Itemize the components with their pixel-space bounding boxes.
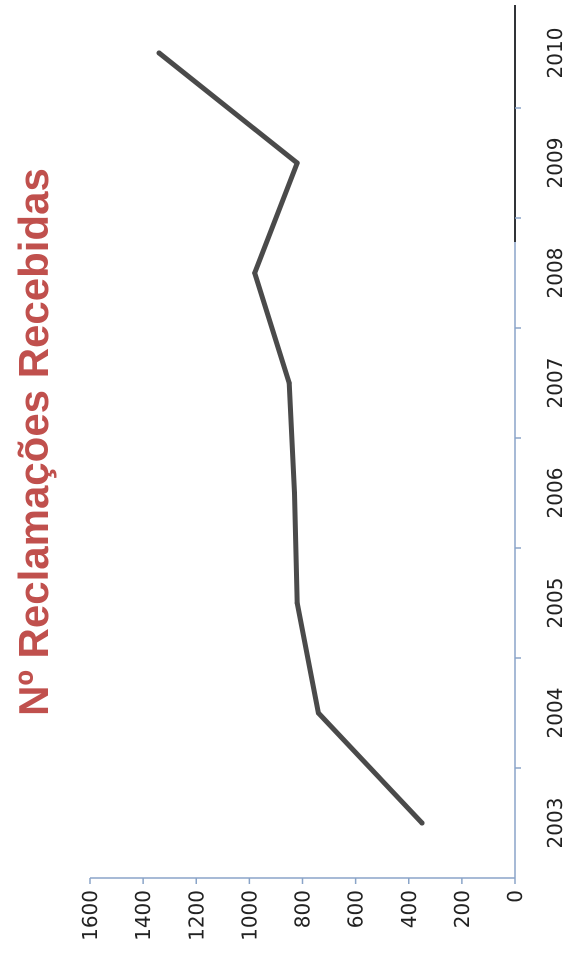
x-tick-label: 2009 [543, 138, 567, 189]
y-tick-label: 1600 [78, 890, 102, 941]
x-tick-label: 2006 [543, 468, 567, 519]
data-point [156, 50, 162, 56]
data-point [419, 820, 425, 826]
series-line [156, 50, 425, 826]
data-point [286, 380, 292, 386]
data-point [294, 600, 300, 606]
y-tick-label: 1200 [184, 890, 208, 941]
y-tick-label: 0 [503, 890, 527, 903]
y-tick-label: 800 [291, 890, 315, 928]
axis-ticks: 0 200 400 600 800 1000 1200 1400 1600 2003 2004 200… [78, 28, 567, 941]
x-tick-label: 2003 [543, 798, 567, 849]
data-point [252, 270, 258, 276]
chart-title: Nº Reclamações Recebidas [10, 168, 57, 716]
y-tick-label: 1400 [131, 890, 155, 941]
x-tick-label: 2010 [543, 28, 567, 79]
y-tick-label: 200 [450, 890, 474, 928]
x-tick-label: 2008 [543, 248, 567, 299]
x-tick-label: 2005 [543, 578, 567, 629]
x-tick-label: 2007 [543, 358, 567, 409]
y-tick-label: 1000 [237, 890, 261, 941]
data-point [292, 490, 298, 496]
x-tick-label: 2004 [543, 688, 567, 739]
y-tick-label: 400 [397, 890, 421, 928]
y-tick-label: 600 [344, 890, 368, 928]
data-point [315, 710, 321, 716]
data-point [294, 160, 300, 166]
plot-area [156, 50, 425, 826]
